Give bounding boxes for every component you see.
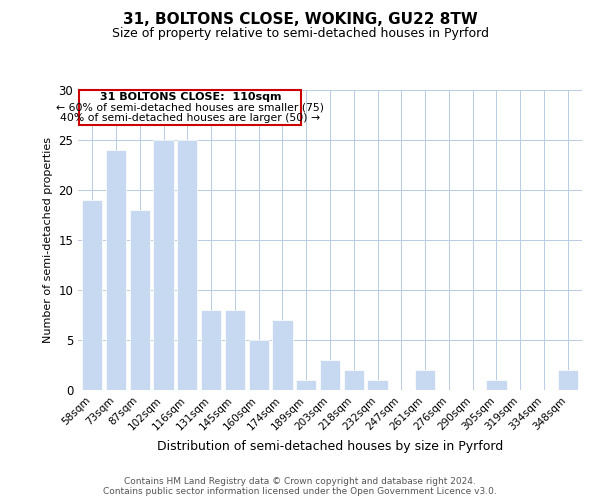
- Bar: [177, 140, 197, 390]
- Bar: [201, 310, 221, 390]
- Bar: [487, 380, 506, 390]
- Text: 31, BOLTONS CLOSE, WOKING, GU22 8TW: 31, BOLTONS CLOSE, WOKING, GU22 8TW: [122, 12, 478, 28]
- Text: Contains public sector information licensed under the Open Government Licence v3: Contains public sector information licen…: [103, 486, 497, 496]
- Bar: [557, 370, 578, 390]
- Bar: [82, 200, 103, 390]
- Text: 40% of semi-detached houses are larger (50) →: 40% of semi-detached houses are larger (…: [60, 113, 320, 123]
- Text: Size of property relative to semi-detached houses in Pyrford: Size of property relative to semi-detach…: [112, 28, 488, 40]
- Bar: [225, 310, 245, 390]
- Bar: [320, 360, 340, 390]
- Text: ← 60% of semi-detached houses are smaller (75): ← 60% of semi-detached houses are smalle…: [56, 102, 325, 113]
- X-axis label: Distribution of semi-detached houses by size in Pyrford: Distribution of semi-detached houses by …: [157, 440, 503, 453]
- Text: 31 BOLTONS CLOSE:  110sqm: 31 BOLTONS CLOSE: 110sqm: [100, 92, 281, 102]
- FancyBboxPatch shape: [79, 90, 301, 125]
- Bar: [272, 320, 293, 390]
- Y-axis label: Number of semi-detached properties: Number of semi-detached properties: [43, 137, 53, 343]
- Bar: [344, 370, 364, 390]
- Bar: [130, 210, 150, 390]
- Bar: [248, 340, 269, 390]
- Bar: [367, 380, 388, 390]
- Bar: [296, 380, 316, 390]
- Bar: [415, 370, 435, 390]
- Bar: [106, 150, 126, 390]
- Text: Contains HM Land Registry data © Crown copyright and database right 2024.: Contains HM Land Registry data © Crown c…: [124, 476, 476, 486]
- Bar: [154, 140, 173, 390]
